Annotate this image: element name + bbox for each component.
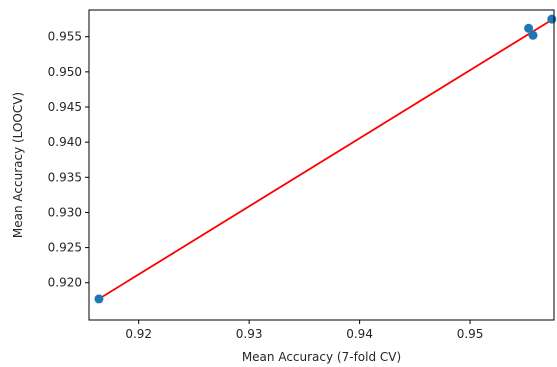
y-tick-label: 0.925 [48, 241, 82, 255]
y-axis-label: Mean Accuracy (LOOCV) [11, 92, 25, 238]
scatter-point [547, 14, 557, 24]
x-axis-ticks: 0.92 0.93 0.94 0.95 [125, 320, 483, 341]
y-tick-label: 0.955 [48, 30, 82, 44]
x-tick-label: 0.95 [457, 327, 484, 341]
plot-frame [88, 9, 555, 321]
y-tick-label: 0.920 [48, 276, 82, 290]
scatter-point [528, 30, 538, 40]
y-tick-label: 0.945 [48, 100, 82, 114]
y-tick-label: 0.930 [48, 205, 82, 219]
y-tick-label: 0.950 [48, 65, 82, 79]
scatter-point [94, 294, 104, 304]
fit-line [98, 19, 553, 300]
y-axis-ticks: 0.920 0.925 0.930 0.935 0.940 0.945 0.950 0.955 [48, 30, 89, 290]
x-tick-label: 0.92 [125, 327, 152, 341]
scatter-point [524, 23, 534, 33]
fit-line-layer [98, 19, 553, 300]
y-tick-label: 0.940 [48, 135, 82, 149]
scatter-points-layer [94, 14, 557, 304]
y-tick-label: 0.935 [48, 170, 82, 184]
x-tick-label: 0.93 [236, 327, 263, 341]
x-tick-label: 0.94 [346, 327, 373, 341]
x-axis-label: Mean Accuracy (7-fold CV) [242, 350, 401, 364]
